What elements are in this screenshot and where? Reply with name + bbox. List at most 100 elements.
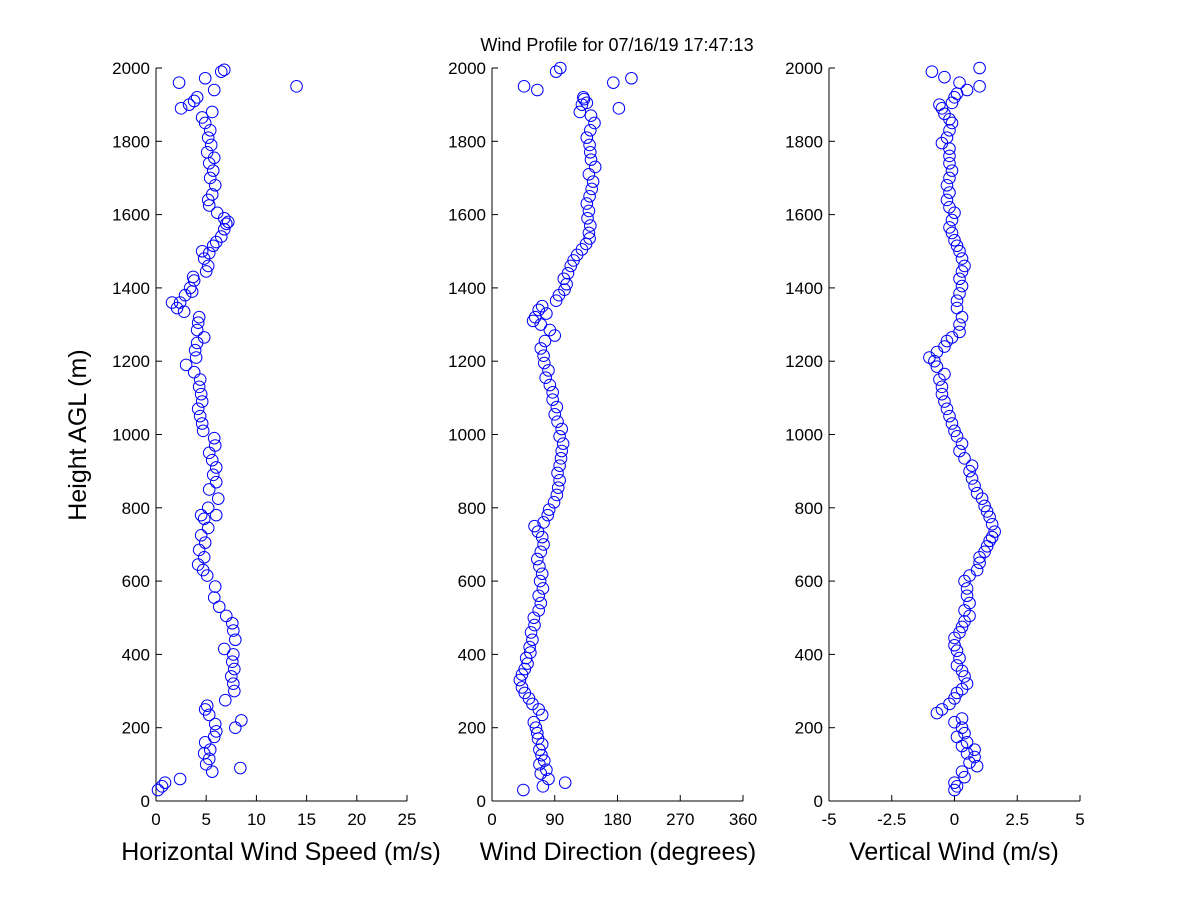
data-point-vertical: [943, 409, 956, 423]
data-point-direction: [583, 138, 596, 152]
y-tick-label: 1000: [785, 426, 823, 445]
data-point-vertical: [950, 644, 964, 658]
data-point-speed: [209, 725, 223, 738]
data-point-vertical: [960, 736, 974, 749]
data-point-direction: [561, 266, 575, 280]
data-point-direction: [526, 633, 539, 647]
figure-title: Wind Profile for 07/16/19 17:47:13: [480, 35, 753, 55]
y-tick-label: 400: [795, 645, 823, 664]
data-point-speed: [194, 508, 208, 522]
data-point-speed: [190, 91, 204, 104]
data-point-speed: [217, 642, 231, 656]
data-point-direction: [584, 153, 598, 166]
data-point-vertical: [968, 750, 981, 764]
data-point-speed: [208, 439, 222, 452]
x-tick-label: 270: [666, 810, 694, 829]
data-point-speed: [196, 424, 210, 438]
data-point-vertical: [945, 116, 959, 130]
data-point-vertical: [948, 91, 961, 104]
x-tick-label: 10: [247, 810, 266, 829]
data-point-speed: [207, 431, 221, 445]
y-tick-label: 1200: [785, 352, 823, 371]
data-point-speed: [235, 714, 248, 727]
data-point-direction: [528, 310, 542, 324]
data-point-direction: [534, 342, 548, 355]
data-point-direction: [532, 303, 546, 317]
data-point-speed: [187, 365, 201, 379]
data-point-direction: [583, 189, 596, 203]
x-tick-label: 180: [603, 810, 631, 829]
data-point-direction: [543, 323, 557, 337]
panel-horizontal-wind-speed: Horizontal Wind Speed (m/s) 0 5 10 15 20 25 0 2…: [112, 59, 441, 866]
data-point-speed: [227, 624, 240, 637]
data-point-direction: [582, 167, 596, 181]
data-point-vertical: [948, 424, 961, 438]
data-point-speed: [187, 94, 201, 108]
data-point-direction: [549, 65, 563, 78]
data-point-speed: [172, 76, 186, 89]
data-point-vertical: [970, 759, 984, 773]
data-point-vertical: [953, 287, 966, 300]
data-point-speed: [195, 244, 209, 258]
data-point-direction: [537, 356, 551, 370]
y-tick-label: 1400: [112, 279, 150, 298]
data-point-vertical: [955, 712, 969, 725]
data-point-speed: [197, 512, 211, 526]
data-point-vertical: [953, 651, 966, 665]
data-point-speed: [205, 105, 219, 119]
data-point-direction: [534, 596, 548, 610]
data-point-vertical: [943, 221, 956, 234]
x-tick-label: 2.5: [1005, 810, 1029, 829]
data-point-speed: [177, 305, 191, 319]
data-point-speed: [202, 246, 216, 260]
data-point-vertical: [935, 102, 949, 115]
data-point-direction: [586, 175, 600, 188]
data-point-speed: [198, 703, 212, 716]
y-tick-label: 1600: [448, 206, 486, 225]
data-point-vertical: [958, 604, 971, 617]
data-point-vertical: [925, 65, 939, 78]
data-point-vertical: [960, 589, 974, 603]
data-point-vertical: [943, 124, 956, 137]
data-point-direction: [551, 481, 565, 494]
data-point-speed: [203, 124, 217, 137]
data-point-vertical: [965, 459, 979, 472]
data-point-direction: [584, 219, 597, 232]
data-point-speed: [228, 684, 241, 698]
data-point-direction: [555, 444, 569, 458]
data-point-direction: [517, 783, 530, 797]
y-tick-label: 1000: [448, 426, 486, 445]
data-point-vertical: [940, 178, 954, 192]
data-point-vertical: [953, 76, 966, 89]
data-point-vertical: [935, 387, 949, 401]
data-point-direction: [582, 226, 596, 240]
data-point-direction: [513, 673, 527, 687]
data-point-vertical: [948, 692, 961, 705]
data-point-direction: [580, 197, 594, 210]
data-point-speed: [214, 230, 228, 243]
data-point-direction: [536, 780, 550, 793]
x-tick-label: 90: [545, 810, 564, 829]
data-point-speed: [186, 270, 200, 284]
data-point-speed: [217, 222, 231, 236]
data-point-vertical: [960, 582, 974, 595]
data-point-speed: [191, 402, 205, 416]
data-point-speed: [207, 83, 221, 97]
data-point-speed: [193, 373, 207, 386]
data-point-direction: [558, 283, 571, 297]
data-point-vertical: [973, 556, 986, 570]
data-point-speed: [218, 693, 232, 707]
data-point-vertical: [950, 301, 964, 315]
x-tick-label: 20: [347, 810, 366, 829]
data-point-direction: [550, 400, 564, 414]
data-point-direction: [550, 488, 564, 502]
data-point-speed: [174, 102, 188, 115]
y-tick-label: 800: [795, 499, 823, 518]
data-point-direction: [607, 76, 620, 89]
data-point-direction: [531, 83, 544, 97]
y-tick-label: 0: [814, 792, 823, 811]
y-tick-label: 1200: [448, 352, 486, 371]
data-point-direction: [546, 393, 559, 406]
data-point-direction: [532, 604, 546, 617]
data-point-direction: [581, 211, 594, 225]
